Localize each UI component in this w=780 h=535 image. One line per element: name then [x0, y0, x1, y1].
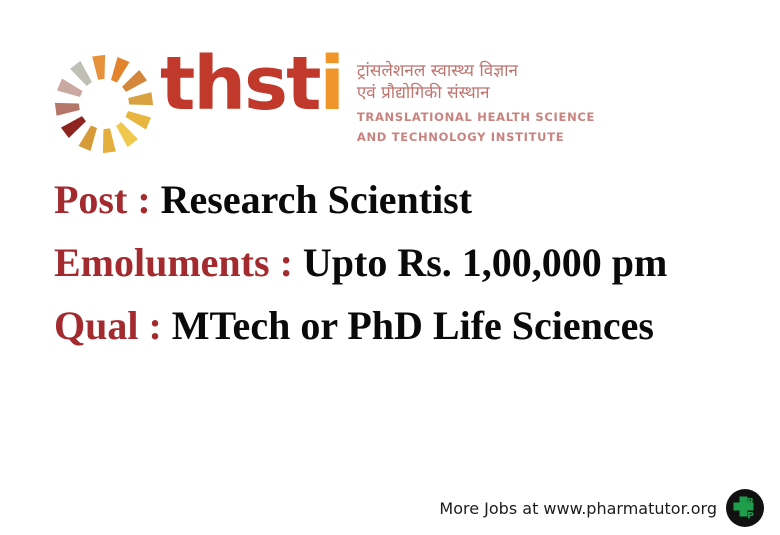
job-detail-row-emoluments: Emoluments : Upto Rs. 1,00,000 pm [54, 243, 754, 283]
job-detail-row-post: Post : Research Scientist [54, 180, 754, 220]
institute-name-english-line-2: AND TECHNOLOGY INSTITUTE [356, 130, 565, 145]
job-detail-value-qual: MTech or PhD Life Sciences [171, 303, 654, 348]
footer-credit-text: More Jobs at www.pharmatutor.org [439, 498, 717, 518]
thsti-wordmark-text: thsti [160, 47, 345, 121]
job-detail-label-qual: Qual : [54, 303, 162, 348]
institute-name-block: ट्रांसलेशनल स्वास्थ्य विज्ञान एवं प्रौद्… [357, 60, 595, 146]
pharmatutor-logo-letter-p: P [747, 512, 754, 522]
job-detail-label-emoluments: Emoluments : [54, 240, 293, 285]
institute-name-english-line-1: TRANSLATIONAL HEALTH SCIENCE [356, 109, 596, 124]
institute-name-hindi-line-1: ट्रांसलेशनल स्वास्थ्य विज्ञान [356, 61, 518, 81]
job-detail-value-post: Research Scientist [160, 177, 473, 222]
job-detail-row-qual: Qual : MTech or PhD Life Sciences [54, 306, 754, 346]
footer: More Jobs at www.pharmatutor.org R P [439, 489, 764, 527]
institute-name-hindi-line-2: एवं प्रौद्योगिकी संस्थान [356, 83, 490, 104]
job-detail-value-emoluments: Upto Rs. 1,00,000 pm [302, 240, 668, 285]
job-details-list: Post : Research Scientist Emoluments : U… [54, 180, 754, 369]
thsti-wordmark-main: thst [160, 41, 321, 127]
thsti-wordmark: thsti ट्रांसलेशनल स्वास्थ्य विज्ञान एवं … [160, 47, 595, 146]
thsti-logo-block: thsti ट्रांसलेशनल स्वास्थ्य विज्ञान एवं … [52, 47, 595, 156]
thsti-wordmark-accent-i: i [319, 41, 344, 127]
pharmatutor-logo: R P [726, 489, 764, 527]
pharmatutor-logo-letter-r: R [747, 498, 754, 508]
job-detail-label-post: Post : [54, 177, 151, 222]
thsti-ring-logo [52, 52, 156, 156]
